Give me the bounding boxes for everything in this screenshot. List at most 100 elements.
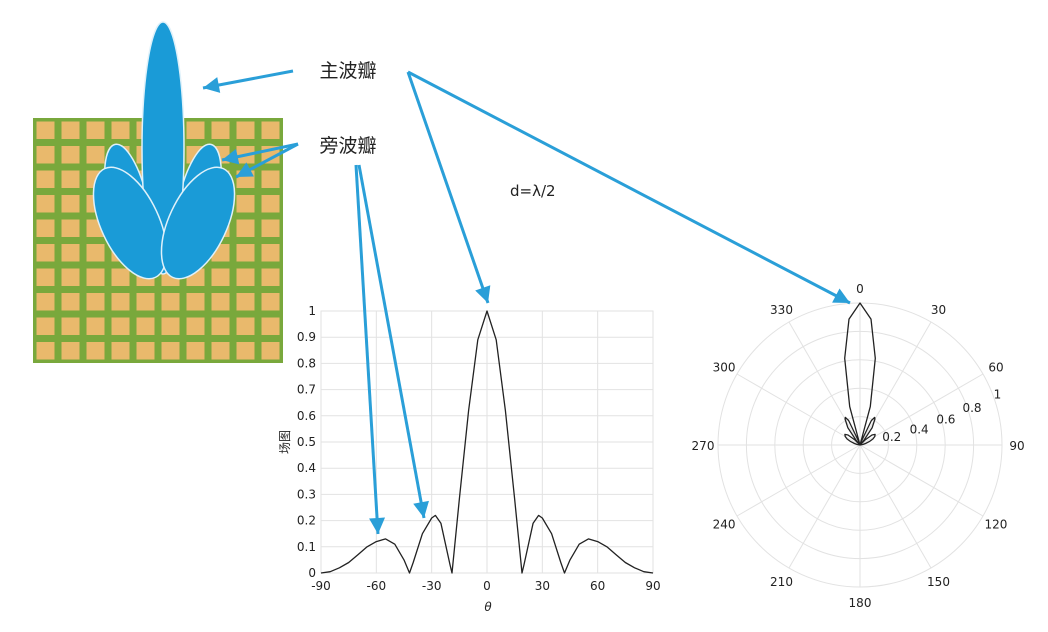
radial-tick-label: 0.6	[936, 413, 955, 427]
y-tick-label: 0.6	[297, 409, 316, 423]
angle-tick-label: 90	[1009, 439, 1024, 453]
antenna-element	[136, 293, 155, 311]
angle-spoke	[788, 321, 861, 446]
y-tick-label: 0.8	[297, 356, 316, 370]
main-lobe-label: 主波瓣	[319, 60, 376, 82]
antenna-element	[86, 244, 105, 262]
pattern-curve	[320, 310, 654, 574]
arrow-side-lobe-near	[357, 164, 426, 519]
antenna-element	[211, 342, 230, 360]
polar-pattern-chart: 0.2 0.4 0.6 0.8 1 0 30 60 90 120 150 180 210 240 270 30…	[692, 282, 1025, 610]
antenna-element	[261, 195, 280, 213]
x-tick-label: 0	[483, 579, 491, 593]
radial-tick-label: 0.8	[962, 401, 981, 415]
antenna-element	[186, 121, 205, 139]
antenna-element	[61, 293, 80, 311]
antenna-element	[36, 244, 55, 262]
arrowhead	[475, 285, 491, 303]
antenna-element	[61, 317, 80, 335]
antenna-element	[61, 146, 80, 164]
angle-tick-label: 210	[770, 575, 793, 589]
angle-tick-label: 330	[770, 303, 793, 317]
antenna-element	[186, 293, 205, 311]
antenna-element	[111, 268, 130, 286]
antenna-element	[36, 146, 55, 164]
antenna-element	[36, 195, 55, 213]
antenna-element	[111, 293, 130, 311]
arrowhead	[236, 162, 254, 177]
antenna-element	[61, 342, 80, 360]
arrowhead	[203, 77, 221, 93]
angle-tick-label: 300	[713, 361, 736, 375]
antenna-element	[261, 268, 280, 286]
antenna-element	[211, 317, 230, 335]
antenna-element	[36, 342, 55, 360]
antenna-element	[211, 268, 230, 286]
y-tick-label: 0.2	[297, 514, 316, 528]
antenna-element	[61, 268, 80, 286]
antenna-element	[61, 121, 80, 139]
antenna-element	[86, 317, 105, 335]
antenna-element	[236, 244, 255, 262]
antenna-element	[261, 244, 280, 262]
radial-tick-label: 0.2	[882, 430, 901, 444]
antenna-element	[61, 170, 80, 188]
side-lobe-outer-right	[160, 166, 236, 280]
field-pattern-chart: 0 0.1 0.2 0.3 0.4 0.5 0.6 0.7 0.8 0.9 1 -90 -60 -30 0 3…	[278, 304, 661, 614]
angle-tick-label: 180	[849, 596, 872, 610]
antenna-element	[261, 219, 280, 237]
arrowhead	[222, 148, 240, 165]
beam-lobes	[92, 21, 236, 280]
x-tick-label: -90	[311, 579, 331, 593]
antenna-element	[86, 121, 105, 139]
antenna-element	[261, 317, 280, 335]
x-axis-label: θ	[484, 600, 492, 614]
y-tick-label: 0.7	[297, 383, 316, 397]
x-tick-label: 30	[535, 579, 550, 593]
angle-spoke	[788, 444, 861, 569]
y-tick-label: 0	[308, 566, 316, 580]
radial-tick-label: 1	[994, 387, 1002, 401]
angle-spoke	[736, 373, 861, 446]
y-tick-label: 0.5	[297, 435, 316, 449]
antenna-element	[236, 342, 255, 360]
side-lobe-outer-left	[92, 166, 168, 280]
angle-spoke	[859, 321, 932, 446]
antenna-element	[111, 121, 130, 139]
antenna-element	[61, 219, 80, 237]
antenna-element	[236, 317, 255, 335]
antenna-element	[236, 121, 255, 139]
radial-tick-label: 0.4	[910, 422, 929, 436]
antenna-element	[161, 317, 180, 335]
antenna-element	[61, 195, 80, 213]
polar-pattern-curve	[844, 302, 876, 446]
antenna-element	[86, 293, 105, 311]
antenna-element	[236, 219, 255, 237]
antenna-element	[86, 268, 105, 286]
annotation-arrows	[202, 69, 851, 535]
antenna-element	[186, 317, 205, 335]
antenna-element	[136, 317, 155, 335]
antenna-element	[111, 342, 130, 360]
antenna-element	[236, 293, 255, 311]
antenna-element	[36, 170, 55, 188]
antenna-element	[161, 293, 180, 311]
antenna-element	[261, 293, 280, 311]
antenna-element	[261, 342, 280, 360]
arrowhead	[369, 517, 386, 534]
y-tick-label: 0.1	[297, 540, 316, 554]
angle-tick-label: 150	[927, 575, 950, 589]
antenna-element	[111, 317, 130, 335]
y-axis-label: 场图	[278, 430, 292, 454]
antenna-element	[186, 342, 205, 360]
side-lobe-label: 旁波瓣	[319, 135, 376, 157]
angle-spoke	[859, 444, 984, 517]
antenna-element	[36, 219, 55, 237]
antenna-element	[211, 293, 230, 311]
arrow-side-lobe-far	[354, 164, 380, 535]
x-tick-label: -30	[422, 579, 442, 593]
angle-spoke	[859, 373, 984, 446]
element-spacing-label: d=λ/2	[510, 182, 556, 200]
antenna-element	[261, 170, 280, 188]
